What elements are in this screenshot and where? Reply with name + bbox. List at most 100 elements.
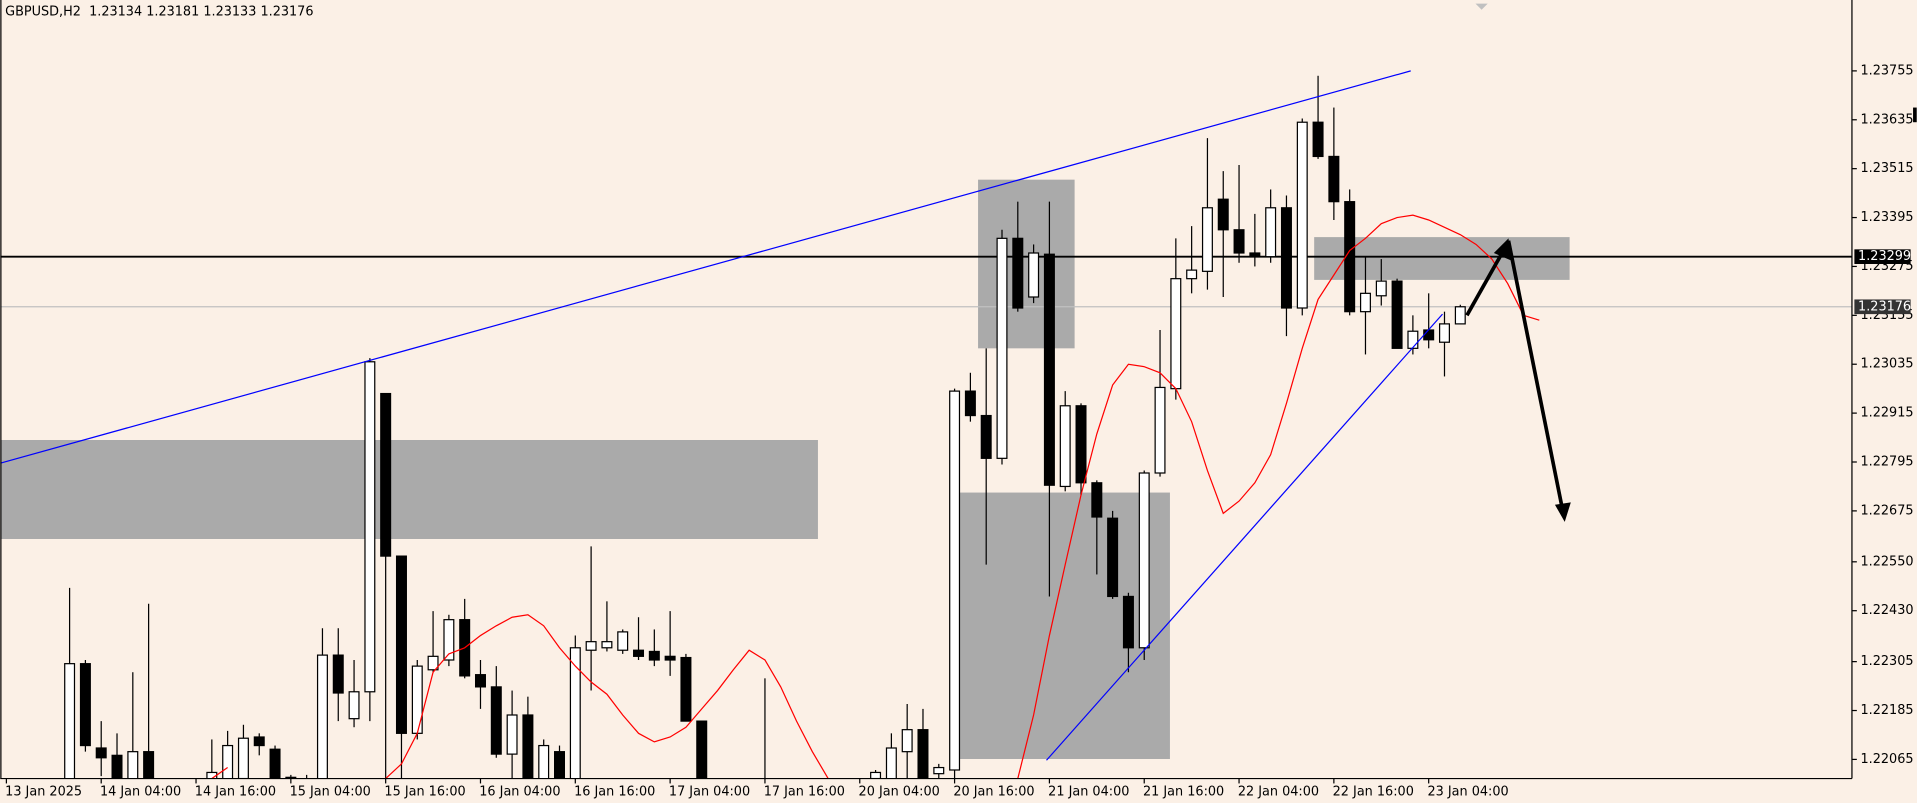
trend-line [1046,313,1443,761]
candle-body [1423,329,1435,341]
candle-body [1186,269,1198,280]
arrow [1465,247,1507,317]
x-tick-label: 14 Jan 04:00 [100,785,181,800]
arrow-head [1554,502,1571,522]
candle-body [554,751,566,779]
x-tick-label: 21 Jan 16:00 [1143,785,1224,800]
candle-body [601,641,613,649]
candle-body [237,737,249,779]
candle-body [143,751,155,779]
candle-body [1438,323,1450,343]
candle-body [680,656,692,722]
y-tick-label: 1.23395 [1861,210,1914,225]
x-tick-label: 17 Jan 04:00 [669,785,750,800]
candle-body [1312,121,1324,158]
x-tick-label: 20 Jan 04:00 [859,785,940,800]
y-tick-label: 1.22550 [1861,554,1914,569]
y-tick-label: 1.22065 [1861,752,1914,767]
plot [0,75,1852,779]
candle-body [411,665,423,734]
candle-body [696,720,708,779]
y-tick-label: 1.22185 [1861,703,1914,718]
scale-marker [1913,107,1917,123]
candle-body [1107,517,1119,598]
zone [978,179,1075,349]
candle-body [1201,207,1213,272]
candle-body [95,747,107,759]
candle-body [917,729,929,779]
chart-title: GBPUSD,H2 1.23134 1.23181 1.23133 1.2317… [5,5,313,20]
y-tick-label: 1.23515 [1861,161,1914,176]
candle-body [1028,252,1040,298]
candle-body [1233,229,1245,254]
x-tick-label: 13 Jan 2025 [5,785,82,800]
zone [1314,237,1570,280]
x-tick-label: 22 Jan 04:00 [1238,785,1319,800]
candle-body [269,748,281,779]
candle-body [364,361,376,693]
candle-body [980,414,992,459]
price-label-box [1854,299,1911,315]
candle-body [1043,253,1055,486]
candle-body [1075,405,1087,484]
drawings [0,70,1571,761]
candle-body [64,663,76,779]
y-tick-label: 1.22430 [1861,603,1914,618]
candle-body [79,663,91,747]
candle-body [1138,472,1150,649]
price-label: 1.23176 [1858,299,1911,314]
candle-body [664,655,676,661]
arrow [1506,240,1565,509]
candle-body [1154,386,1166,474]
candle-body [1375,280,1387,297]
candle-body [443,619,455,661]
candle-body [127,751,139,779]
candle-body [1407,330,1419,349]
candle-body [617,631,629,651]
candle-body [1328,155,1340,203]
x-tick-label: 22 Jan 16:00 [1333,785,1414,800]
x-tick-label: 20 Jan 16:00 [953,785,1034,800]
price-label-box [1854,249,1911,264]
candle-body [1012,237,1024,309]
candle-body [348,691,360,720]
x-tick-label: 14 Jan 16:00 [195,785,276,800]
candle-body [870,771,882,779]
y-tick-label: 1.22915 [1861,406,1914,421]
candle-body [633,649,645,657]
zone [0,440,818,539]
candle-body [933,766,945,775]
y-tick-label: 1.22795 [1861,455,1914,470]
x-tick-label: 15 Jan 04:00 [290,785,371,800]
candle-body [949,390,961,771]
shift-marker [1475,3,1488,10]
candle-body [1170,278,1182,390]
candle-body [222,744,234,779]
y-tick-label: 1.23035 [1861,357,1914,372]
candle-body [901,729,913,753]
x-tick-label: 21 Jan 04:00 [1048,785,1129,800]
x-tick-label: 17 Jan 16:00 [764,785,845,800]
candle-body [569,647,581,779]
candle-body [648,650,660,661]
candle-body [1217,198,1229,231]
candle-body [316,654,328,779]
candle-body [1280,207,1292,309]
candle-body [380,392,392,557]
candle-body [996,237,1008,459]
candle-body [1296,121,1308,309]
candle-body [490,686,502,755]
candle-body [474,674,486,688]
candle-body [1454,306,1466,325]
y-tick-label: 1.23635 [1861,112,1914,127]
candle-body [332,654,344,694]
candle-body [1391,280,1403,349]
moving-average [211,214,1540,779]
candle-body [1265,207,1277,258]
y-tick-label: 1.23755 [1861,63,1914,78]
candle-body [585,641,597,651]
candle-body [1359,292,1371,313]
candle-body [1091,482,1103,518]
